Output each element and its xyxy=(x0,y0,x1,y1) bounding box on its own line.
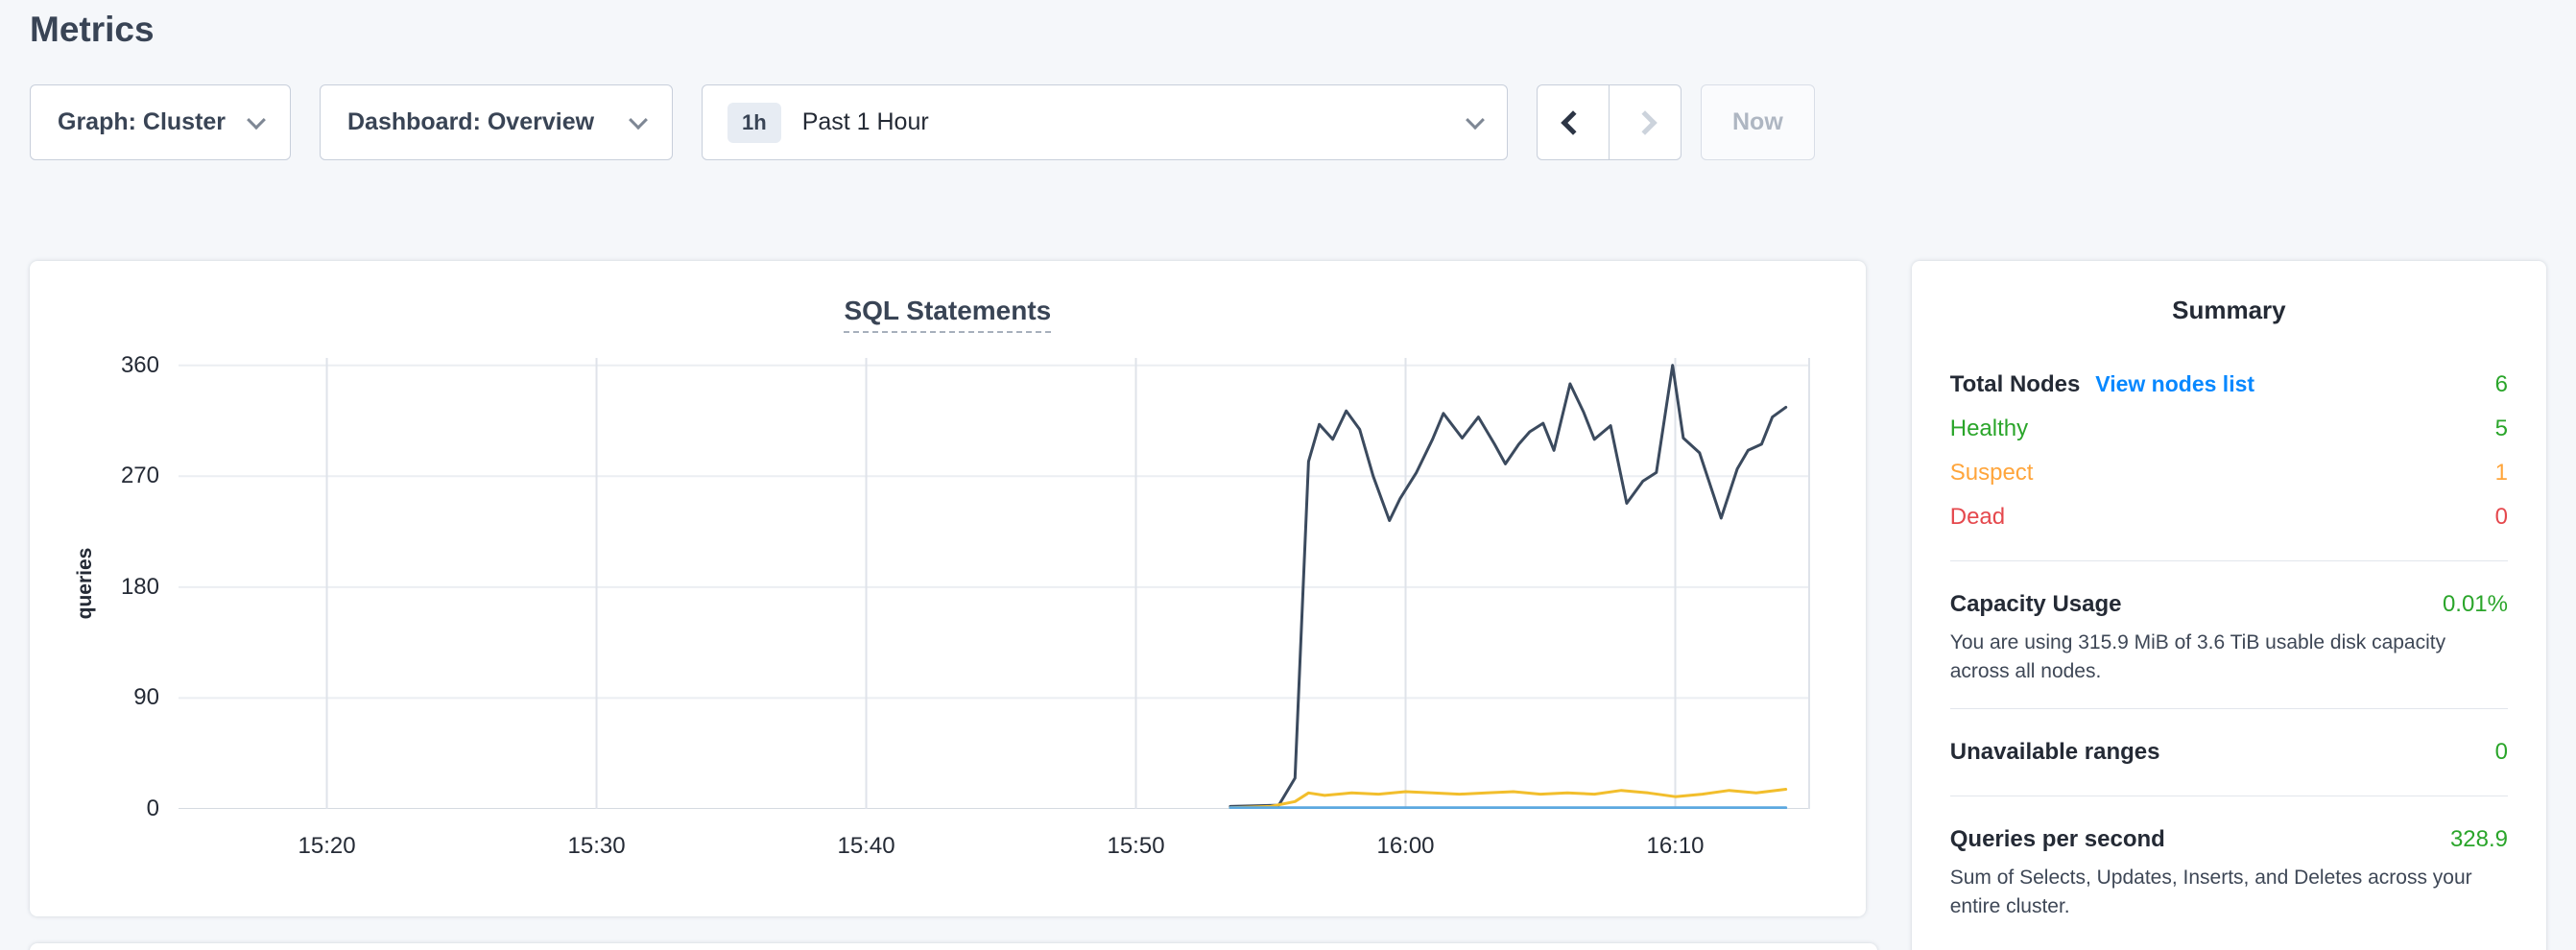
unavailable-ranges-value: 0 xyxy=(2494,738,2508,765)
y-tick-label: 360 xyxy=(120,351,159,378)
graph-dropdown[interactable]: Graph: Cluster xyxy=(30,84,291,160)
view-nodes-list-link[interactable]: View nodes list xyxy=(2095,371,2255,396)
time-window-value: Past 1 Hour xyxy=(801,108,929,135)
x-tick-label: 15:40 xyxy=(837,833,895,859)
previous-time-button[interactable] xyxy=(1537,84,1610,160)
x-tick-label: 15:30 xyxy=(567,833,626,859)
queries-per-second-description: Sum of Selects, Updates, Inserts, and De… xyxy=(1949,866,2472,918)
metrics-page: Metrics Graph: Cluster Dashboard: Overvi… xyxy=(0,10,2576,950)
x-tick-label: 15:20 xyxy=(298,833,356,859)
chevron-right-icon xyxy=(1633,109,1658,135)
sql-statements-chart[interactable] xyxy=(179,358,1810,810)
time-window-picker[interactable]: 1h Past 1 Hour xyxy=(702,84,1508,160)
total-nodes-value: 6 xyxy=(2494,371,2508,397)
healthy-value: 5 xyxy=(2494,416,2508,441)
time-step-buttons xyxy=(1537,84,1682,160)
chevron-down-icon xyxy=(1466,109,1485,130)
dead-value: 0 xyxy=(2494,504,2508,530)
queries-per-second-row: Queries per second 328.9 xyxy=(1950,818,2508,862)
chart-plot-area[interactable] xyxy=(179,358,1810,810)
time-window-badge: 1h xyxy=(727,102,781,143)
unavailable-ranges-row: Unavailable ranges 0 xyxy=(1950,730,2508,774)
suspect-label: Suspect xyxy=(1949,460,2034,486)
y-tick-label: 270 xyxy=(120,463,159,489)
y-tick-label: 180 xyxy=(120,573,159,600)
main-content: SQL Statements queries 0 90 180 270 360 15:2… xyxy=(30,261,2546,950)
y-tick-label: 90 xyxy=(133,684,159,711)
next-chart-card-partial xyxy=(30,943,1877,950)
chevron-down-icon xyxy=(247,109,266,130)
toolbar: Graph: Cluster Dashboard: Overview 1h Pa… xyxy=(30,84,2546,160)
y-axis-labels: 0 90 180 270 360 xyxy=(30,352,159,821)
capacity-usage-label: Capacity Usage xyxy=(1949,591,2122,617)
suspect-nodes-row: Suspect 1 xyxy=(1950,451,2508,495)
chart-title[interactable]: SQL Statements xyxy=(844,296,1052,333)
summary-card: Summary Total Nodes View nodes list 6 He… xyxy=(1911,261,2546,950)
total-nodes-row: Total Nodes View nodes list 6 xyxy=(1950,362,2508,407)
next-time-button[interactable] xyxy=(1609,84,1682,160)
total-nodes-label: Total Nodes xyxy=(1949,371,2081,397)
chevron-left-icon xyxy=(1561,109,1586,135)
summary-title: Summary xyxy=(2172,296,2286,324)
x-tick-label: 16:10 xyxy=(1646,833,1705,859)
unavailable-ranges-label: Unavailable ranges xyxy=(1949,738,2160,765)
capacity-usage-row: Capacity Usage 0.01% xyxy=(1950,582,2508,627)
queries-per-second-label: Queries per second xyxy=(1949,825,2165,852)
suspect-value: 1 xyxy=(2494,460,2508,486)
graph-dropdown-label: Graph: Cluster xyxy=(58,108,227,135)
y-tick-label: 0 xyxy=(146,796,159,821)
dead-label: Dead xyxy=(1949,504,2006,530)
capacity-usage-value: 0.01% xyxy=(2442,591,2508,617)
divider xyxy=(1949,560,2508,561)
sql-statements-chart-card: SQL Statements queries 0 90 180 270 360 15:2… xyxy=(30,261,1866,916)
now-button[interactable]: Now xyxy=(1701,84,1815,160)
dead-nodes-row: Dead 0 xyxy=(1950,495,2508,539)
page-title: Metrics xyxy=(30,10,155,49)
healthy-nodes-row: Healthy 5 xyxy=(1950,407,2508,451)
x-tick-label: 16:00 xyxy=(1376,833,1435,859)
dashboard-dropdown-label: Dashboard: Overview xyxy=(347,108,595,135)
x-tick-label: 15:50 xyxy=(1107,833,1165,859)
chevron-down-icon xyxy=(629,109,648,130)
capacity-usage-description: You are using 315.9 MiB of 3.6 TiB usabl… xyxy=(1949,631,2446,683)
x-axis-labels: 15:20 15:30 15:40 15:50 16:00 16:10 xyxy=(179,833,1810,866)
divider xyxy=(1949,707,2508,709)
queries-per-second-value: 328.9 xyxy=(2449,825,2508,852)
healthy-label: Healthy xyxy=(1949,416,2029,441)
dashboard-dropdown[interactable]: Dashboard: Overview xyxy=(320,84,673,160)
